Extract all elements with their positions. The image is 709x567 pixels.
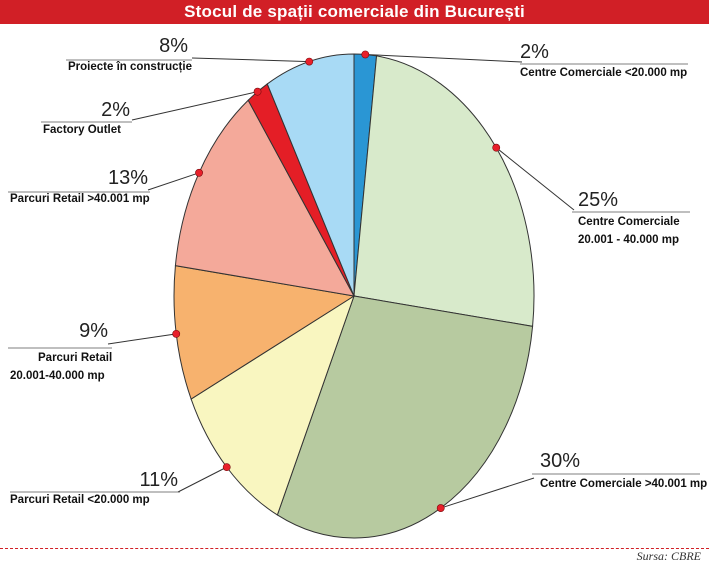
slice-category-label: Proiecte în construcție [68,61,192,73]
leader-line [365,53,523,63]
title-bar [0,0,709,24]
leader-line [495,147,575,211]
slice-category-label: Parcuri Retail >40.001 mp [10,193,150,205]
slice-percent-label: 11% [139,469,178,491]
footer-divider [0,548,709,549]
slice-percent-label: 9% [79,320,108,342]
leader-line [131,91,258,121]
leader-dot [492,143,501,152]
slice-percent-label: 2% [101,99,130,121]
slice-percent-label: 25% [578,189,618,211]
slice-category-label: Centre Comerciale <20.000 mp [520,67,687,79]
leader-dot [305,57,314,66]
leader-line [440,477,535,509]
leader-lines [8,50,700,512]
leader-line [191,57,310,63]
leader-dot [172,329,181,338]
leader-line [177,466,227,493]
slice-category-label: Factory Outlet [43,124,121,136]
pie-slices [173,53,535,539]
slice-category-label: Parcuri Retail [38,352,112,364]
source-note: Sursa: CBRE [636,549,701,563]
slice-category-label: 20.001 - 40.000 mp [578,234,679,246]
leader-dot [222,463,231,472]
leader-dot [195,168,203,177]
slice-percent-label: 13% [108,167,148,189]
slice-percent-label: 30% [540,450,580,472]
slice-category-label: Parcuri Retail <20.000 mp [10,494,150,506]
slice-percent-label: 8% [159,35,188,57]
slice-labels: 2% Centre Comerciale <20.000 mp 25% Centre … [10,35,707,506]
slice-category-label: Centre Comerciale >40.001 mp [540,478,707,490]
leader-line [147,172,200,191]
chart-title: Stocul de spații comerciale din Bucureșt… [184,2,525,21]
pie-slice [353,55,535,327]
slice-category-label: 20.001-40.000 mp [10,370,105,382]
slice-percent-label: 2% [520,41,549,63]
leader-dot [253,87,262,96]
leader-line [107,333,177,345]
slice-category-label: Centre Comerciale [578,216,680,228]
leader-dot [436,504,445,512]
leader-dot [361,50,370,59]
